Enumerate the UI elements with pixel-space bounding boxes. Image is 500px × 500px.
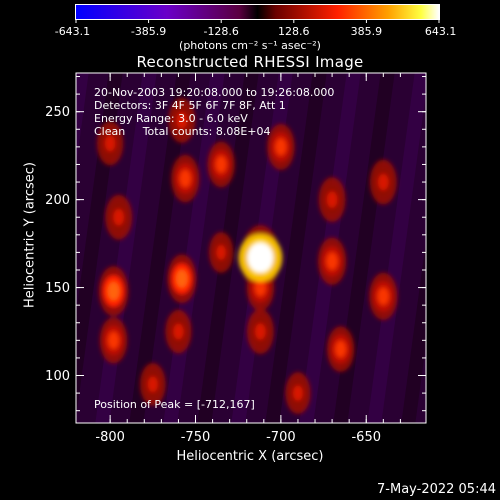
emission-core — [378, 173, 389, 191]
annotation-detectors: Detectors: 3F 4F 5F 6F 7F 8F, Att 1 — [94, 99, 286, 112]
background-stripe — [468, 63, 500, 433]
emission-core — [275, 138, 287, 156]
colorbar-gradient — [76, 5, 439, 19]
y-tick-label: 200 — [45, 192, 70, 208]
background-stripe — [0, 63, 22, 433]
colorbar-tick-label: 128.6 — [278, 25, 310, 38]
emission-core — [326, 252, 338, 270]
peak-marker — [247, 242, 274, 273]
emission-core — [107, 281, 120, 301]
emission-core — [179, 169, 191, 188]
y-tick-label: 100 — [45, 368, 70, 384]
annotation-counts: Clean Total counts: 8.08E+04 — [94, 125, 271, 138]
colorbar-tick-label: 385.9 — [350, 25, 383, 38]
colorbar-tick-label: -385.9 — [130, 25, 167, 38]
x-tick-label: -650 — [351, 430, 381, 445]
background-stripe — [434, 63, 498, 433]
peak-position-label: Position of Peak = [-712,167] — [94, 398, 255, 411]
emission-core — [255, 323, 266, 340]
x-axis-label: Heliocentric X (arcsec) — [176, 449, 324, 464]
colorbar-tick-label: 643.1 — [424, 25, 457, 38]
emission-core — [113, 208, 124, 226]
y-tick-label: 150 — [45, 280, 70, 296]
emission-core — [176, 112, 188, 129]
emission-core — [104, 135, 116, 152]
emission-core — [335, 340, 347, 358]
y-axis-label: Heliocentric Y (arcsec) — [22, 162, 38, 308]
background-stripe — [129, 73, 191, 423]
footer-date: 7-May-2022 05:44 — [377, 482, 496, 497]
annotation-energy: Energy Range: 3.0 - 6.0 keV — [94, 112, 248, 125]
chart-title: Reconstructed RHESSI Image — [136, 53, 364, 71]
x-tick-label: -750 — [180, 430, 211, 445]
emission-core — [254, 279, 266, 297]
emission-core — [377, 287, 389, 306]
emission-core — [215, 156, 227, 173]
annotation-block: 20-Nov-2003 19:20:08.000 to 19:26:08.000… — [94, 86, 334, 138]
background-stripe — [76, 73, 123, 419]
emission-core — [176, 269, 188, 288]
y-tick-label: 250 — [45, 104, 70, 120]
background-stripe — [265, 73, 327, 423]
x-tick-label: -700 — [266, 430, 296, 445]
x-tick-label: -800 — [95, 430, 125, 445]
colorbar — [75, 4, 440, 20]
emission-core — [216, 245, 226, 260]
background-stripe — [401, 240, 426, 423]
colorbar-svg — [75, 5, 440, 23]
background-stripe — [367, 73, 426, 423]
emission-core — [326, 191, 338, 208]
emission-core — [147, 376, 158, 393]
colorbar-tick-label: -643.1 — [54, 25, 91, 38]
colorbar-tick-label: -128.6 — [203, 25, 239, 38]
emission-core — [108, 331, 120, 349]
emission-core — [173, 323, 184, 340]
plot-frame — [75, 72, 427, 424]
background-stripe — [76, 73, 89, 167]
emission-core — [293, 385, 303, 401]
colorbar-units: (photons cm⁻² s⁻¹ asec⁻²) — [179, 39, 321, 52]
annotation-time: 20-Nov-2003 19:20:08.000 to 19:26:08.000 — [94, 86, 335, 99]
